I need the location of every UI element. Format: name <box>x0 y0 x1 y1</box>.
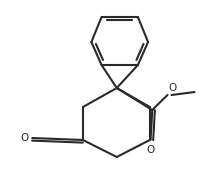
Text: O: O <box>169 83 177 93</box>
Text: O: O <box>20 133 29 143</box>
Text: O: O <box>147 145 155 155</box>
